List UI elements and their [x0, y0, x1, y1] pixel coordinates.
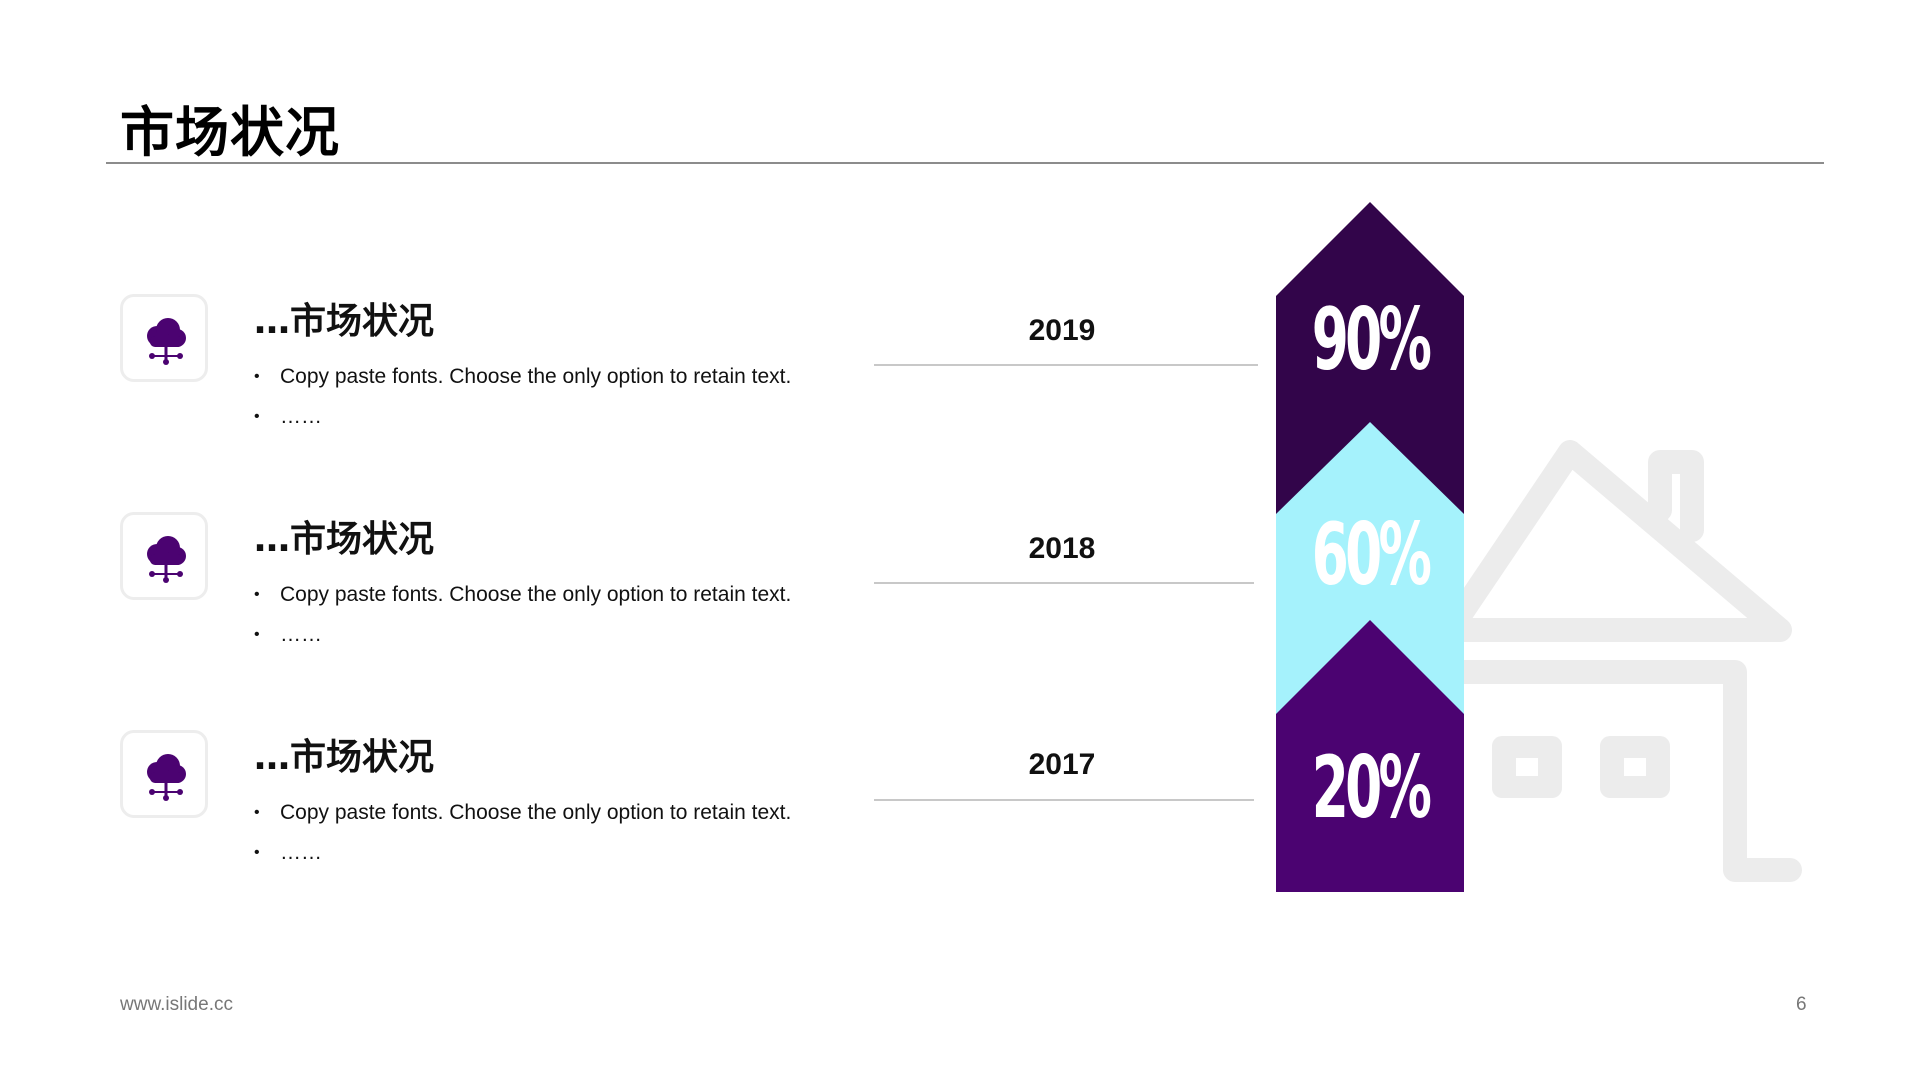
- cloud-network-icon: [147, 536, 186, 583]
- title-divider: [106, 162, 1824, 164]
- year-divider: [874, 582, 1254, 584]
- page-title: 市场状况: [120, 101, 340, 164]
- year-label: 2018: [1028, 532, 1096, 565]
- bullet-item: •……: [254, 405, 322, 428]
- bullet-item: • Copy paste fonts. Choose the only optio…: [254, 365, 792, 388]
- house-icon: [1440, 440, 1802, 882]
- year-divider: [874, 799, 1254, 801]
- cloud-network-icon: [147, 318, 186, 365]
- percent-label: 90%: [1311, 290, 1432, 390]
- item-heading: …市场状况: [254, 519, 435, 560]
- item-heading: …市场状况: [254, 737, 435, 778]
- percent-label: 20%: [1311, 738, 1432, 838]
- item-heading: …市场状况: [254, 301, 435, 342]
- percent-label: 60%: [1311, 505, 1432, 605]
- item-icon-box: [120, 512, 208, 600]
- item-icon-box: [120, 294, 208, 382]
- year-label: 2017: [1028, 748, 1096, 781]
- cloud-network-icon: [147, 754, 186, 801]
- item-icon-box: [120, 730, 208, 818]
- year-divider: [874, 364, 1258, 366]
- bullet-item: • Copy paste fonts. Choose the only optio…: [254, 583, 792, 606]
- arrow-segment: [1276, 620, 1464, 892]
- footer-url[interactable]: www.islide.cc: [120, 994, 233, 1015]
- bullet-item: • Copy paste fonts. Choose the only optio…: [254, 801, 792, 824]
- bullet-item: •……: [254, 841, 322, 864]
- year-label: 2019: [1028, 314, 1096, 347]
- percent-arrow-chart: [1276, 202, 1464, 892]
- page-number: 6: [1796, 994, 1807, 1015]
- bullet-item: •……: [254, 623, 322, 646]
